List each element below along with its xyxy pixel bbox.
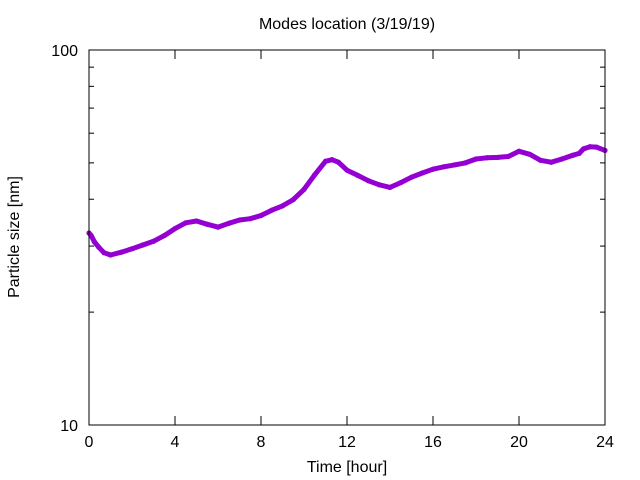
data-point — [335, 159, 341, 165]
data-point — [419, 170, 425, 176]
x-tick-label: 16 — [424, 434, 442, 451]
data-point — [172, 225, 178, 232]
data-point — [484, 155, 490, 161]
data-point — [322, 158, 329, 164]
data-point — [527, 151, 533, 157]
y-axis-label: Particle size [nm] — [6, 176, 23, 298]
x-axis-label: Time [hour] — [307, 459, 387, 476]
data-point — [183, 220, 189, 226]
data-point — [129, 246, 135, 252]
axis-tick-labels: 0 4 8 12 16 20 24 10 100 — [51, 43, 614, 451]
chart-title: Modes location (3/19/19) — [259, 16, 435, 33]
data-point — [290, 197, 296, 203]
data-point — [593, 144, 600, 150]
data-point — [101, 250, 107, 256]
data-point — [365, 178, 372, 184]
data-point — [355, 172, 361, 179]
data-point — [279, 203, 286, 209]
data-point — [376, 182, 382, 188]
data-point — [107, 252, 114, 258]
data-point — [150, 238, 157, 244]
data-point — [91, 239, 97, 245]
data-point — [88, 232, 94, 239]
data-point — [344, 167, 350, 173]
x-tick-label: 8 — [257, 434, 266, 451]
data-point — [473, 156, 479, 162]
data-point — [505, 153, 511, 160]
data-point — [587, 144, 593, 150]
data-point — [548, 159, 554, 165]
series-line — [86, 144, 608, 258]
x-tick-label: 24 — [596, 434, 614, 451]
data-point — [537, 157, 544, 163]
data-point — [570, 152, 576, 158]
data-point — [161, 232, 167, 239]
x-tick-label: 4 — [171, 434, 180, 451]
data-point — [451, 162, 458, 168]
x-tick-label: 20 — [510, 434, 528, 451]
data-point — [258, 212, 264, 219]
data-point — [247, 216, 253, 222]
data-point — [516, 148, 522, 154]
data-point — [441, 164, 447, 170]
data-point — [408, 174, 415, 180]
y-tick-label: 10 — [60, 418, 78, 435]
data-point — [430, 166, 436, 172]
data-point — [140, 242, 146, 248]
axis-ticks — [88, 49, 606, 426]
data-point — [462, 160, 468, 166]
y-tick-label: 100 — [51, 43, 78, 60]
data-point — [215, 224, 221, 230]
data-point — [312, 172, 318, 178]
data-point — [193, 218, 200, 224]
data-point — [236, 217, 243, 223]
series-group — [86, 144, 608, 258]
data-point — [398, 179, 404, 186]
data-point — [494, 154, 501, 161]
x-tick-label: 0 — [85, 434, 94, 451]
data-point — [301, 186, 307, 192]
data-point — [387, 184, 393, 191]
plot-frame — [88, 49, 606, 426]
data-point — [329, 157, 335, 163]
data-point — [269, 207, 275, 213]
data-point — [226, 220, 232, 226]
data-point — [204, 221, 210, 227]
data-point — [96, 244, 102, 250]
x-tick-label: 12 — [338, 434, 356, 451]
data-point — [559, 156, 565, 162]
data-point — [118, 249, 124, 255]
data-point — [576, 150, 582, 156]
data-point — [580, 146, 587, 152]
